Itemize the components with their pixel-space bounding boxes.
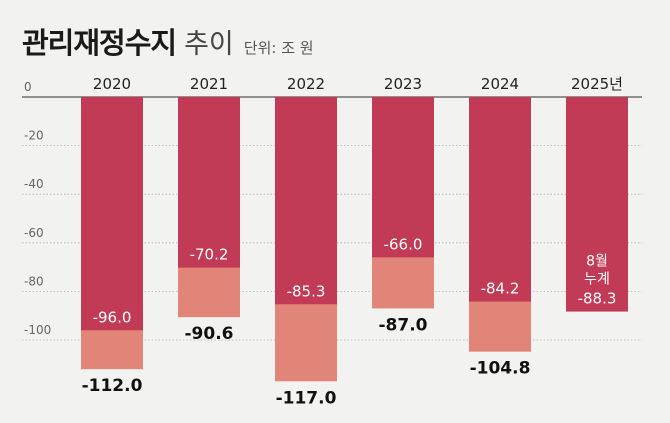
bar-plan [469, 97, 531, 302]
x-tick-label: 2025년 [571, 75, 623, 93]
data-label-final: -104.8 [470, 359, 531, 379]
x-tick-label: 2023 [384, 75, 422, 93]
data-label-final: -87.0 [379, 315, 428, 335]
y-tick-label: -60 [24, 226, 44, 240]
y-tick-label: -40 [24, 177, 44, 191]
data-label-final: -112.0 [82, 376, 143, 396]
unit-label: 단위: 조 원 [243, 39, 314, 57]
chart-title-suffix: 추이 [184, 29, 234, 60]
data-label-final: -117.0 [276, 388, 337, 408]
y-tick-label: -20 [24, 129, 44, 143]
chart-title-main: 관리재정수지 [22, 26, 177, 60]
y-tick-label: 0 [24, 80, 32, 94]
annotation-line1: 8월 [586, 254, 608, 270]
y-tick-label: -80 [24, 274, 44, 288]
bar-plan [372, 97, 434, 258]
bar-plan [178, 97, 240, 268]
data-label-plan: -66.0 [384, 235, 423, 253]
x-tick-label: 2021 [190, 75, 228, 93]
annotation-line2: 누계 [584, 272, 610, 288]
x-tick-label: 2020 [93, 75, 131, 93]
y-tick-label: -100 [24, 323, 51, 337]
x-tick-label: 2024 [481, 75, 519, 93]
x-tick-label: 2022 [287, 75, 325, 93]
bar-plan [81, 97, 143, 331]
data-label-plan: -85.3 [287, 282, 326, 300]
data-label-plan: -96.0 [93, 308, 132, 326]
data-label-plan: -84.2 [481, 280, 520, 298]
data-label-plan: -88.3 [578, 290, 617, 308]
data-label-final: -90.6 [185, 324, 234, 344]
data-label-plan: -70.2 [190, 246, 229, 264]
chart-title: 관리재정수지 추이 단위: 조 원 [22, 20, 314, 62]
bar-plan [275, 97, 337, 305]
bar-plan [566, 97, 628, 312]
